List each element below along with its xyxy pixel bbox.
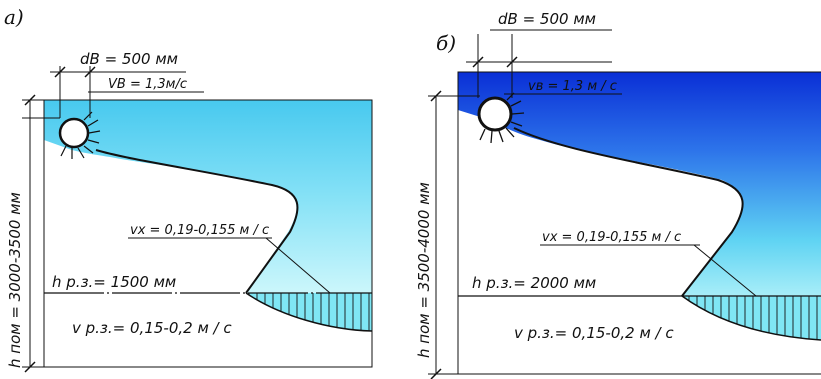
panel-b-room-outline [457, 71, 821, 375]
panel-b-jet [458, 72, 821, 296]
panel-b-letter: б) [436, 31, 456, 55]
panel-a-dB-label: dB = 500 мм [80, 50, 178, 68]
panel-a-jet [44, 100, 372, 293]
panel-b-vB-label: vв = 1,3 м / с [528, 79, 617, 94]
panel-b-v-work-label: v р.з.= 0,15-0,2 м / с [514, 324, 674, 342]
panel-b-jet-boundary [513, 127, 744, 297]
panel-a-letter: а) [4, 5, 24, 29]
panel-a-jet-boundary [95, 149, 299, 294]
panel-a: а) dB = 500 мм [4, 5, 373, 373]
panel-a-outlet-rays [60, 111, 101, 159]
panel-a-h-room-label: h пом = 3000-3500 мм [6, 192, 24, 368]
panel-a-h-work-label: h р.з.= 1500 мм [52, 273, 176, 291]
panel-b-dB-label: dB = 500 мм [498, 10, 596, 28]
panel-b-duct [477, 96, 513, 132]
panel-a-duct [58, 117, 90, 149]
panel-b-h-room-label: h пом = 3500-4000 мм [415, 182, 433, 358]
panel-b-work-zone-profile [682, 296, 821, 340]
panel-b-vx-label: vx = 0,19-0,155 м / с [542, 230, 681, 245]
panel-a-vB-label: VB = 1,3м/с [108, 77, 187, 92]
panel-b-outlet-rays [479, 92, 525, 144]
panel-a-room-outline [43, 99, 373, 368]
panel-a-v-work-label: v р.з.= 0,15-0,2 м / с [72, 319, 232, 337]
panel-b: б) dB = 500 мм [415, 10, 821, 379]
panel-b-h-work-label: h р.з.= 2000 мм [472, 274, 596, 292]
panel-a-vx-label: vx = 0,19-0,155 м / с [130, 223, 269, 238]
